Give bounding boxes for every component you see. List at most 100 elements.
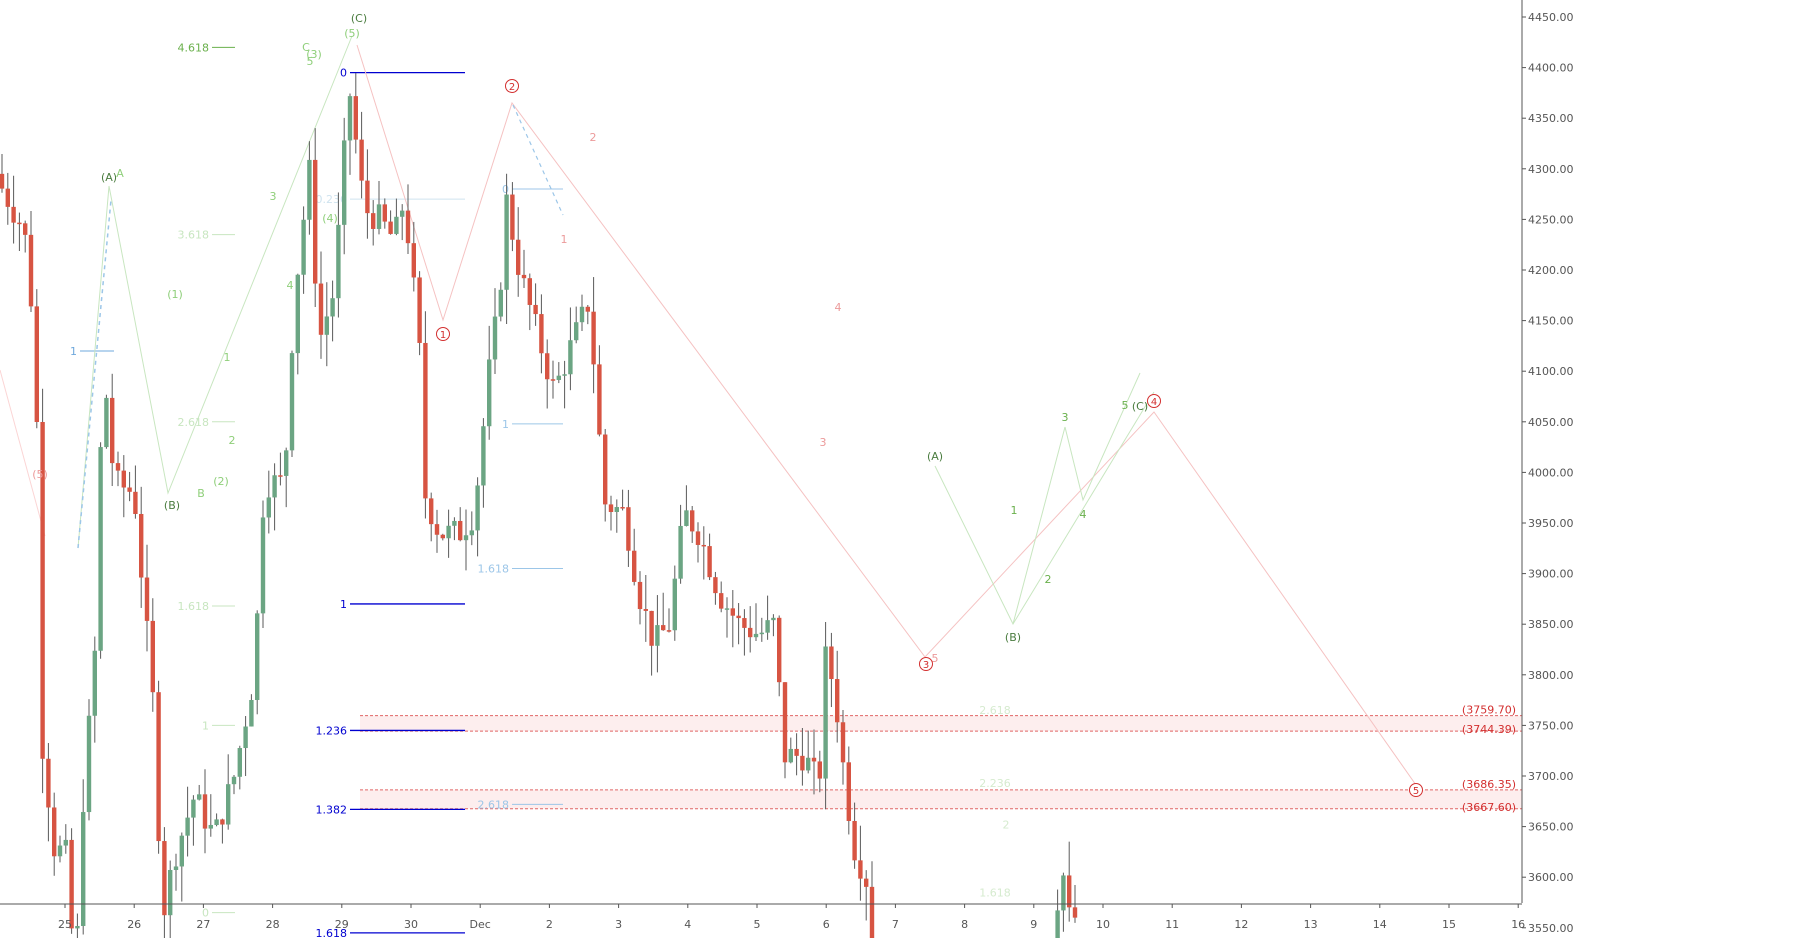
date-tick-label: 10 [1096, 918, 1110, 931]
fib-level-label: 1.618 [178, 600, 210, 613]
date-tick-label: 25 [58, 918, 72, 931]
wave-label: A [116, 167, 124, 180]
wave-label: 3 [820, 436, 827, 449]
price-tick-label: 4350.00 [1528, 112, 1574, 125]
date-tick-label: 26 [127, 918, 141, 931]
circled-wave-label: 4 [1151, 397, 1157, 408]
price-tick-label: 4400.00 [1528, 62, 1574, 75]
price-zones [360, 715, 1522, 810]
date-tick-label: 28 [266, 918, 280, 931]
date-tick-label: 4 [684, 918, 691, 931]
price-tick-label: 3800.00 [1528, 669, 1574, 682]
price-tick-label: 4250.00 [1528, 213, 1574, 226]
date-tick-label: 30 [404, 918, 418, 931]
date-tick-label: 5 [754, 918, 761, 931]
fib-level-label: 0 [202, 907, 209, 920]
circled-wave-marker [1409, 783, 1423, 797]
svg-text:2.618: 2.618 [979, 704, 1011, 717]
svg-text:0.236: 0.236 [316, 193, 348, 206]
circled-wave-marker [919, 657, 933, 671]
wave-label: 5 [932, 652, 939, 665]
date-tick-label: 29 [335, 918, 349, 931]
wave-label: (2) [213, 475, 229, 488]
zone-bottom-label: (3744.39) [1462, 723, 1516, 736]
price-tick-label: 3850.00 [1528, 618, 1574, 631]
fib-level-label: 1 [502, 418, 509, 431]
price-tick-label: 4150.00 [1528, 315, 1574, 328]
wave-label: (4) [322, 212, 338, 225]
wave-label: 4 [287, 279, 294, 292]
wave-label: 3 [270, 190, 277, 203]
price-tick-label: 3700.00 [1528, 770, 1574, 783]
fib-level-label: 4.618 [178, 41, 210, 54]
fib-level-label: 3.618 [178, 229, 210, 242]
wave-label: (A) [101, 171, 117, 184]
candlestick-series [0, 73, 1078, 942]
wave-label: 2 [590, 131, 597, 144]
date-tick-label: 12 [1234, 918, 1248, 931]
wave-label: B [197, 487, 205, 500]
wave-label: (B) [164, 499, 180, 512]
wave-label: 2 [1045, 573, 1052, 586]
price-axis[interactable]: 4450.00 4400.00 4350.00 4300.00 4250.00 4200.… [1521, 0, 1574, 938]
price-tick-label: 4100.00 [1528, 365, 1574, 378]
date-tick-label: 16 [1511, 918, 1525, 931]
circled-wave-marker [1147, 394, 1161, 408]
wave-label: (B) [1005, 631, 1021, 644]
svg-text:1.618: 1.618 [979, 886, 1011, 899]
wave-label: 3 [1062, 411, 1069, 424]
wave-label: (5) [32, 468, 48, 481]
wave-label: 1 [1011, 504, 1018, 517]
circled-wave-marker [505, 79, 519, 93]
zone-top-label: (3686.35) [1462, 778, 1516, 791]
price-tick-label: 3650.00 [1528, 821, 1574, 834]
circled-wave-label: 5 [1413, 786, 1419, 797]
fibonacci-levels: 0 1 1.236 1.382 1.618 2.236 2.618 0.236 2 0 1 1.618… [70, 41, 1011, 939]
price-tick-label: 3950.00 [1528, 517, 1574, 530]
date-tick-label: 8 [961, 918, 968, 931]
price-tick-label: 4300.00 [1528, 163, 1574, 176]
fib-level-label: 0 [340, 67, 347, 80]
wave-label: 4 [835, 301, 842, 314]
fib-level-label: 2.618 [178, 416, 210, 429]
wave-label: 2 [229, 434, 236, 447]
date-tick-label: 2 [546, 918, 553, 931]
zone-bottom-label: (3667.60) [1462, 801, 1516, 814]
price-tick-label: 3750.00 [1528, 719, 1574, 732]
date-tick-label: 27 [196, 918, 210, 931]
date-tick-label: 13 [1304, 918, 1318, 931]
wave-label: 4 [1080, 508, 1087, 521]
date-tick-label: 15 [1442, 918, 1456, 931]
wave-label: (C) [351, 12, 367, 25]
zone-resistance-upper [360, 715, 1522, 732]
zone-resistance-lower [360, 789, 1522, 809]
time-axis[interactable]: 25 26 27 28 29 30 Dec 2 3 4 5 6 7 8 9 10 11 12 13 14 15 16 [0, 903, 1525, 931]
date-tick-label: 11 [1165, 918, 1179, 931]
wave-label: (5) [344, 27, 360, 40]
wave-label: (A) [927, 450, 943, 463]
price-tick-label: 4000.00 [1528, 466, 1574, 479]
fib-level-label: 1 [340, 598, 347, 611]
wave-label: 1 [561, 233, 568, 246]
wave-label: 1 [224, 351, 231, 364]
fib-level-label: 1.618 [478, 563, 510, 576]
fib-level-label: 2.618 [478, 798, 510, 811]
svg-text:2: 2 [1003, 819, 1010, 832]
price-tick-label: 3900.00 [1528, 568, 1574, 581]
zone-top-label: (3759.70) [1462, 704, 1516, 717]
price-tick-label: 4450.00 [1528, 11, 1574, 24]
wave-path-lines [0, 35, 1417, 786]
fib-level-label: 1 [202, 719, 209, 732]
date-tick-label: 14 [1373, 918, 1387, 931]
date-tick-label: 7 [892, 918, 899, 931]
fib-level-label: 1.618 [316, 927, 348, 938]
svg-text:2.236: 2.236 [979, 777, 1011, 790]
circled-wave-marker [436, 327, 450, 341]
wave-label: (C) [1132, 400, 1148, 413]
date-tick-label: Dec [470, 918, 491, 931]
zone-price-labels: (3759.70)(3744.39)(3686.35)(3667.60)(301… [1462, 704, 1516, 814]
price-tick-label: 3550.00 [1528, 922, 1574, 935]
date-tick-label: 9 [1030, 918, 1037, 931]
